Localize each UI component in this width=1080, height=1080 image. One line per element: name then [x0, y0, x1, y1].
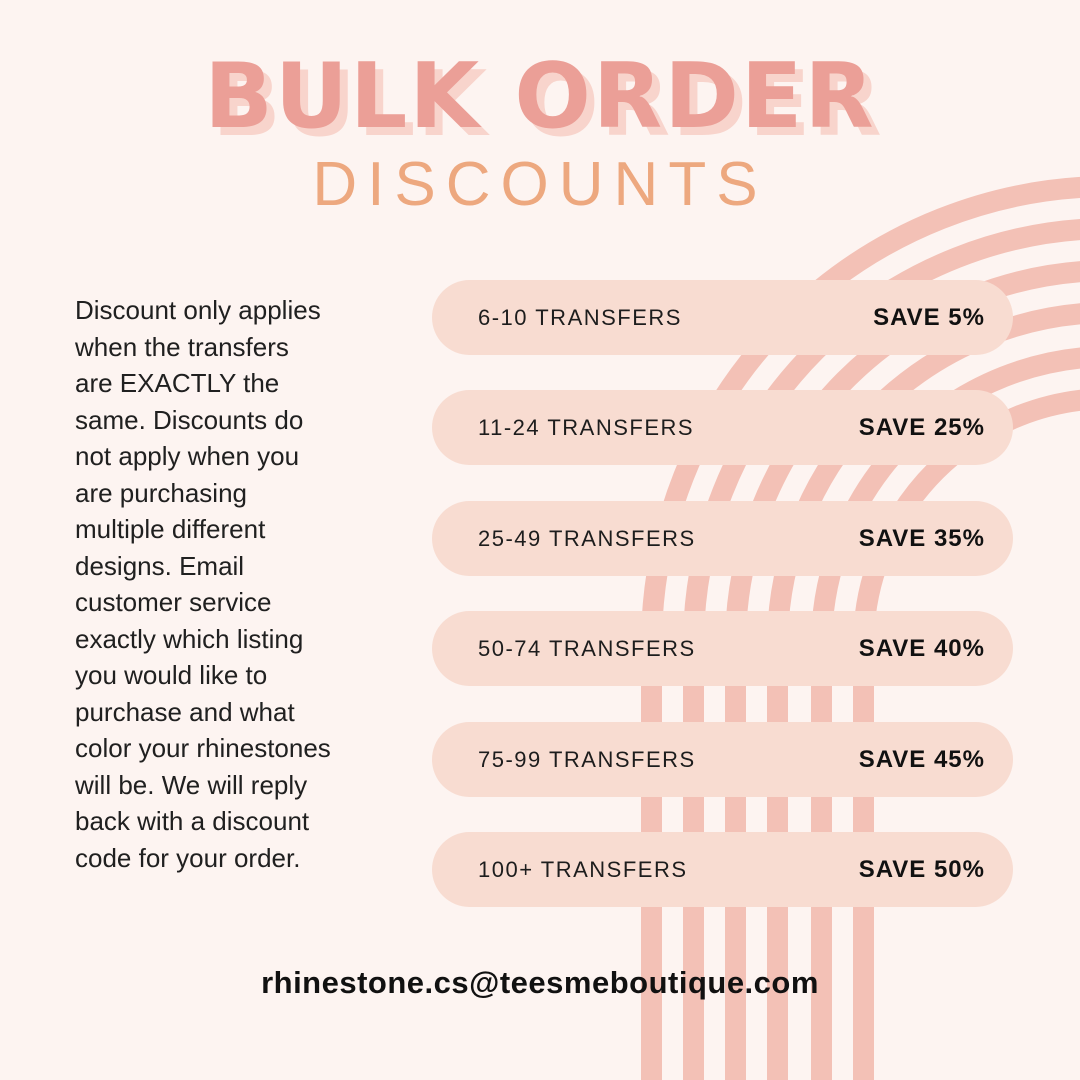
discount-tier-row: 25-49 TRANSFERS SAVE 35%	[432, 501, 1013, 576]
discount-tier-row: 100+ TRANSFERS SAVE 50%	[432, 832, 1013, 907]
discount-tier-row: 6-10 TRANSFERS SAVE 5%	[432, 280, 1013, 355]
tier-save-value: SAVE 5%	[873, 303, 985, 331]
tier-save-value: SAVE 35%	[858, 524, 985, 552]
tier-range-label: 100+ TRANSFERS	[478, 856, 688, 882]
info-paragraph: Discount only applies when the transfers…	[75, 295, 331, 873]
page-subtitle: DISCOUNTS	[312, 150, 768, 219]
tier-save-value: SAVE 40%	[858, 634, 985, 662]
tier-range-label: 75-99 TRANSFERS	[478, 746, 696, 772]
tier-save-value: SAVE 50%	[858, 855, 985, 883]
tier-range-label: 11-24 TRANSFERS	[478, 414, 695, 440]
tier-range-label: 50-74 TRANSFERS	[478, 635, 696, 661]
stripe-arc-6	[853, 389, 1080, 1080]
page-title: BULK ORDER	[204, 44, 876, 149]
tier-save-value: SAVE 45%	[858, 745, 985, 773]
discount-tier-row: 11-24 TRANSFERS SAVE 25%	[432, 390, 1013, 465]
discount-tier-row: 75-99 TRANSFERS SAVE 45%	[432, 722, 1013, 797]
tier-save-value: SAVE 25%	[858, 413, 985, 441]
discount-tier-row: 50-74 TRANSFERS SAVE 40%	[432, 611, 1013, 686]
tier-range-label: 25-49 TRANSFERS	[478, 525, 696, 551]
contact-email: rhinestone.cs@teesmeboutique.com	[261, 965, 819, 1000]
tier-range-label: 6-10 TRANSFERS	[478, 304, 682, 330]
